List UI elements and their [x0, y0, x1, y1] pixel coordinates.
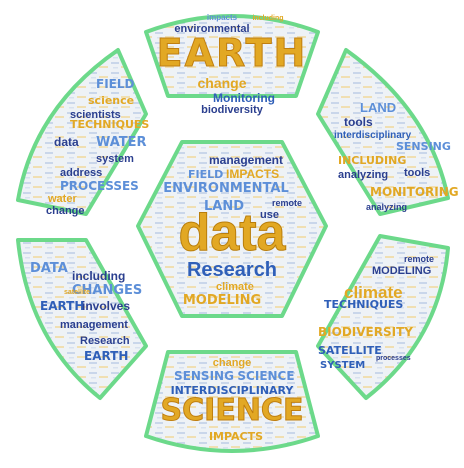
word-interdisciplinary-bottom: INTERDISCIPLINARY — [171, 384, 295, 397]
word-satellite-ll: satellite — [64, 289, 90, 296]
word-address-ul: address — [60, 167, 102, 179]
word-environmental-top: environmental — [174, 23, 249, 35]
word-change-bottom: change — [213, 357, 252, 369]
word-water-ul-2: water — [47, 193, 77, 205]
word-including-top: including — [252, 15, 283, 22]
word-climate-lr: climate — [344, 283, 403, 302]
word-management-center: management — [209, 153, 283, 167]
word-climate-center: climate — [216, 281, 254, 293]
word-changes-ll: CHANGES — [72, 283, 142, 298]
word-monitoring-top: Monitoring — [213, 91, 275, 105]
segment-lower-right: remote MODELING climate TECHNIQUES BIODI… — [316, 234, 450, 400]
word-sensing-ur: SENSING — [396, 140, 451, 153]
word-modeling-center: MODELING — [183, 293, 261, 308]
word-system-lr: SYSTEM — [320, 360, 365, 371]
word-biodiversity-top: biodiversity — [201, 104, 264, 116]
word-science-bottom-small: SCIENCE — [237, 369, 294, 383]
word-use-center: use — [260, 209, 279, 221]
word-interdisciplinary-ur: interdisciplinary — [334, 130, 412, 141]
word-processes-ul: PROCESSES — [60, 179, 139, 193]
word-field-center: FIELD — [188, 168, 223, 181]
word-analyzing-ur: analyzing — [338, 169, 388, 181]
word-earth-ll-2: EARTH — [84, 349, 128, 363]
word-land-center: LAND — [204, 199, 244, 214]
word-processes-lr: processes — [376, 355, 411, 362]
word-including-ll: including — [72, 269, 125, 283]
word-impacts-bottom: IMPACTS — [209, 430, 263, 443]
word-remote-center: remote — [272, 198, 302, 208]
word-research-ll: Research — [80, 335, 130, 347]
word-impacts-center: IMPACTS — [226, 167, 279, 181]
word-tools-ur-2: tools — [404, 167, 430, 179]
word-data-center: data — [179, 204, 287, 262]
word-impacts-top: impacts — [207, 13, 238, 22]
word-change-top: change — [197, 75, 246, 91]
word-research-center: Research — [187, 259, 277, 281]
segment-top: EARTH environmental change Monitoring bi… — [144, 13, 320, 116]
word-system-ul: system — [96, 153, 134, 165]
segment-lower-left: DATA including CHANGES EARTH involves ma… — [16, 238, 148, 400]
word-techniques-ul: TECHNIQUES — [70, 118, 149, 131]
word-involves-ll: involves — [82, 299, 130, 313]
word-science-ul: science — [88, 94, 134, 107]
word-environmental-center: ENVIRONMENTAL — [163, 181, 289, 196]
word-field-ul: FIELD — [96, 77, 135, 91]
word-analyzing-ur-2: analyzing — [366, 202, 407, 212]
word-monitoring-ur: MONITORING — [370, 185, 459, 199]
word-biodiversity-lr: BIODIVERSITY — [318, 325, 413, 339]
word-change-ul: change — [46, 205, 85, 217]
word-earth-ll: EARTH — [40, 299, 84, 313]
word-remote-lr: remote — [404, 254, 434, 264]
word-techniques-lr: TECHNIQUES — [324, 298, 403, 311]
word-management-ll: management — [60, 319, 128, 331]
segment-bottom: change SENSING SCIENCE INTERDISCIPLINARY… — [144, 350, 320, 453]
segment-upper-right: LAND tools interdisciplinary SENSING INC… — [316, 48, 459, 216]
word-satellite-lr: SATELLITE — [318, 344, 382, 357]
word-earth-top: EARTH — [157, 31, 308, 75]
segment-upper-left: FIELD science TECHNIQUES scientists data… — [16, 48, 149, 217]
segment-center: management ENVIRONMENTAL FIELD IMPACTS L… — [136, 140, 328, 318]
word-science-bottom-large: SCIENCE — [161, 393, 304, 428]
word-scientists-ul: scientists — [70, 109, 121, 121]
word-water-ul: WATER — [96, 135, 147, 150]
word-modeling-lr: MODELING — [372, 265, 431, 277]
word-land-ur: LAND — [360, 100, 396, 115]
word-data-ul: data — [54, 135, 79, 149]
word-tools-ur: tools — [344, 115, 373, 129]
word-including-ur: INCLUDING — [338, 154, 406, 167]
word-sensing-bottom: SENSING — [174, 369, 234, 383]
word-data-ll: DATA — [30, 261, 68, 276]
